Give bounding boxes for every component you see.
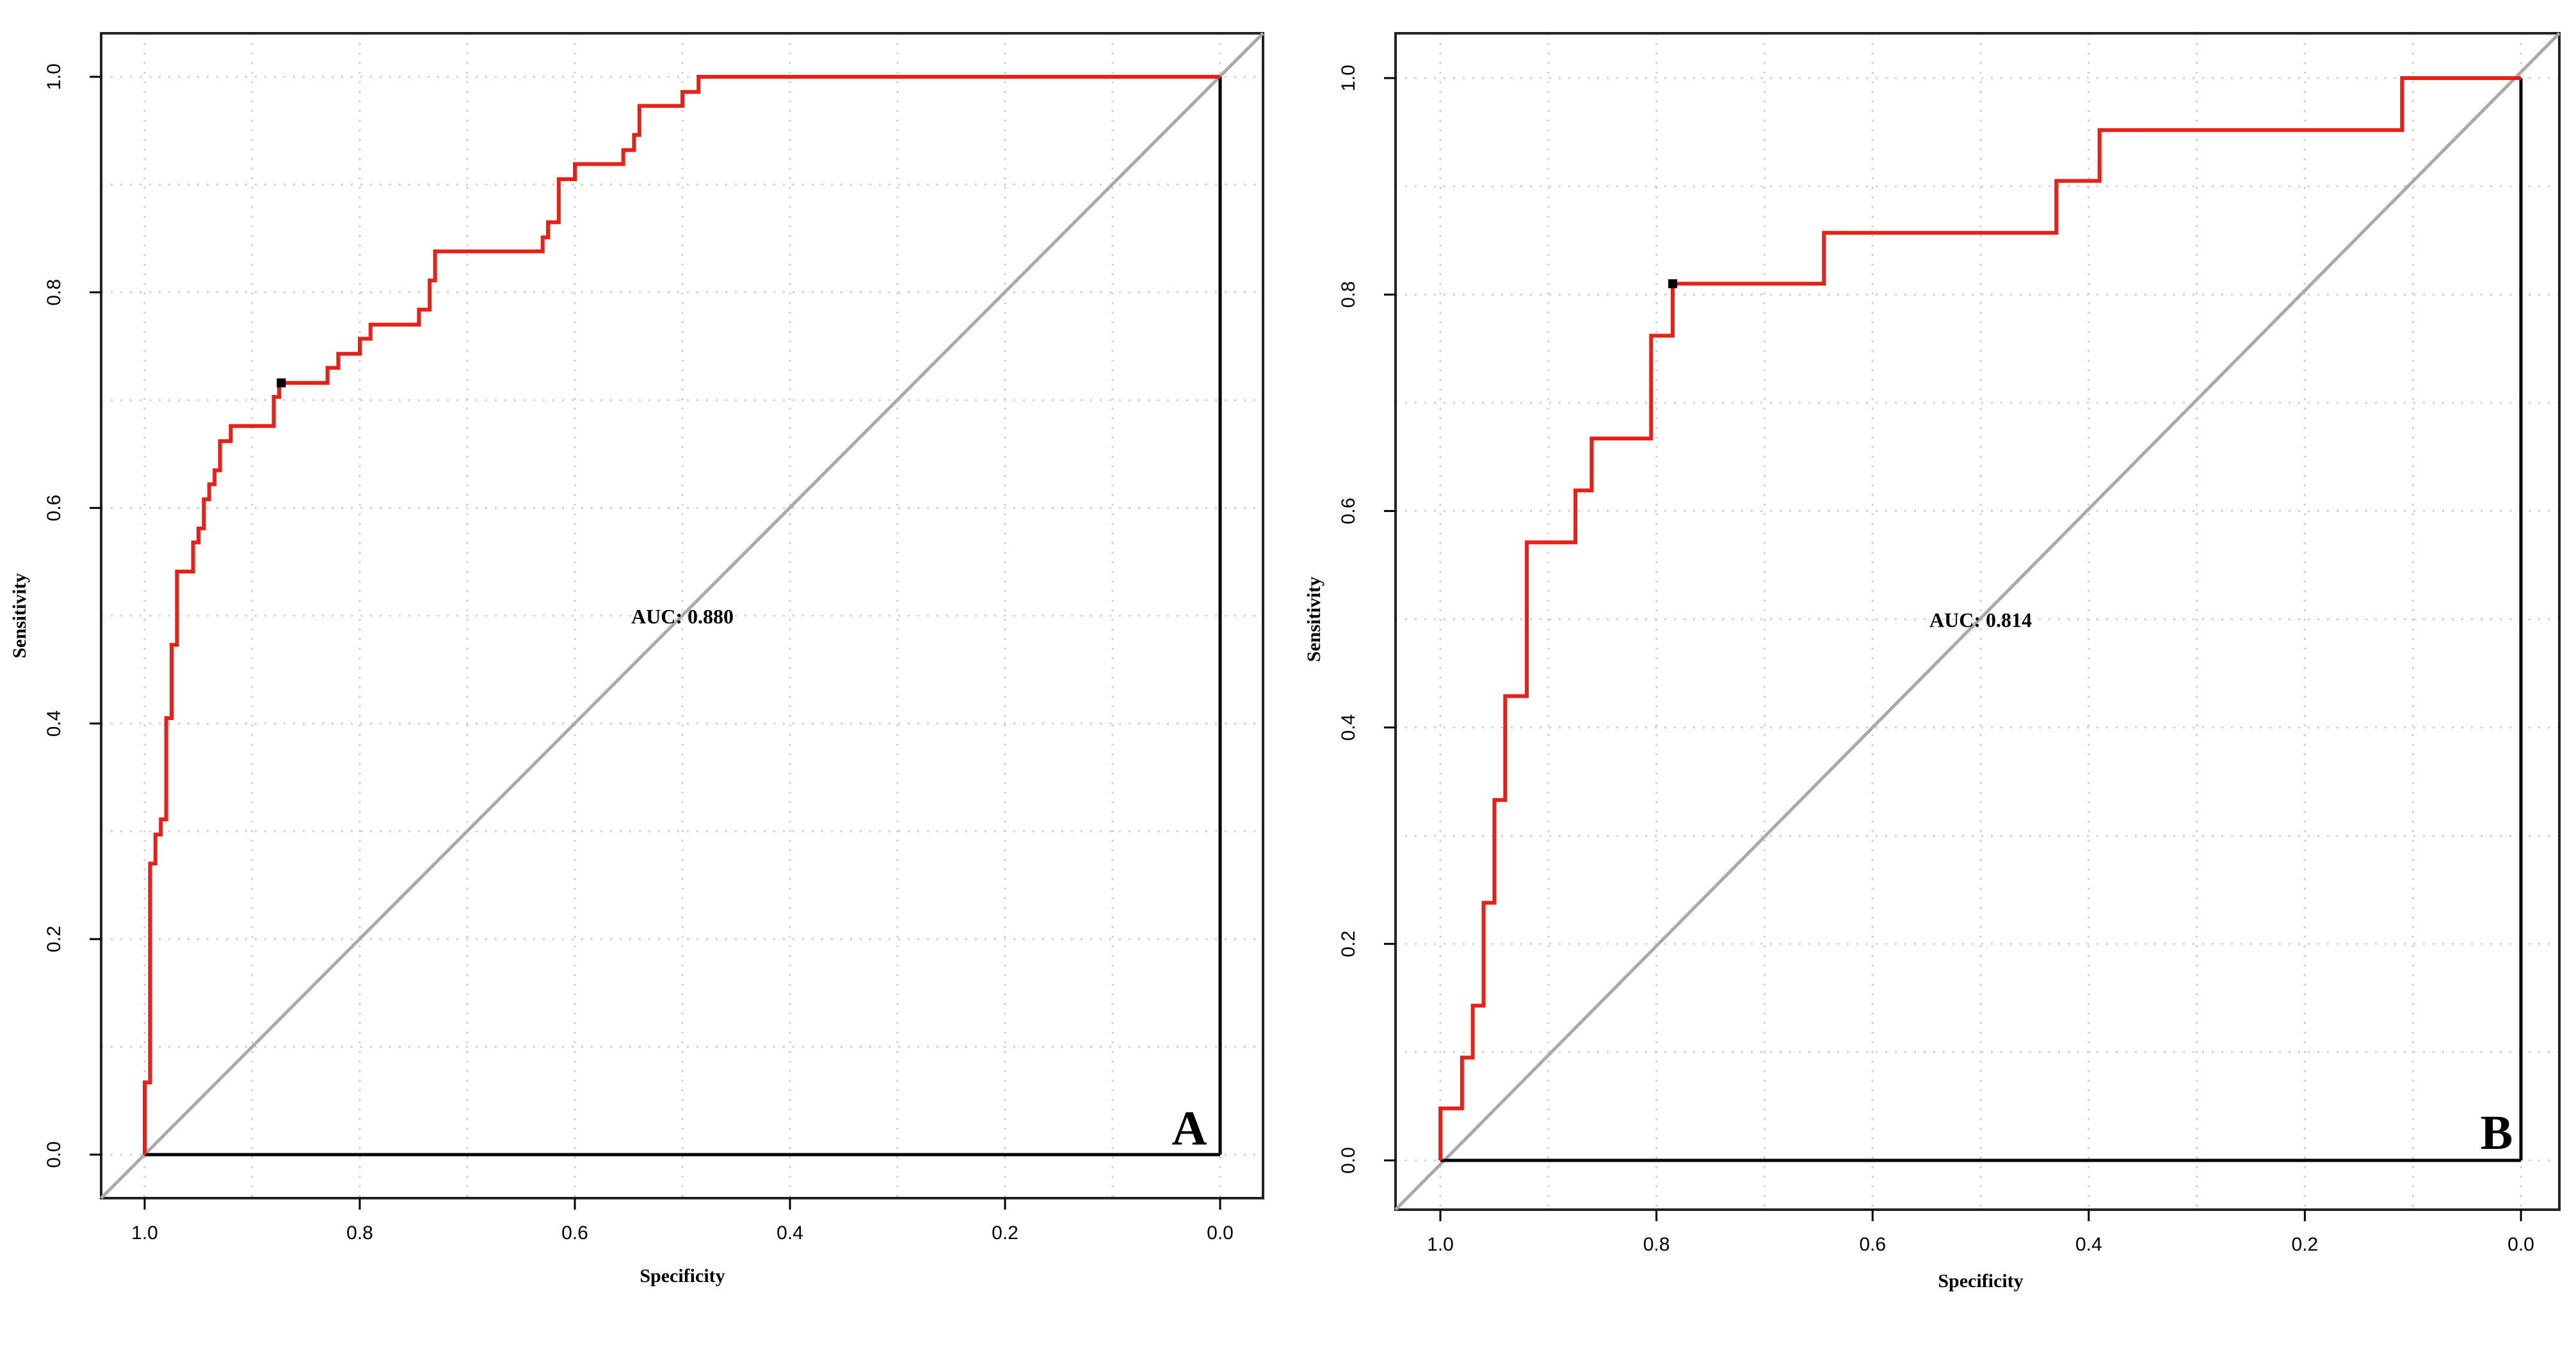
x-axis-title: Specificity: [1938, 1270, 2023, 1292]
x-tick-label: 0.2: [2292, 1234, 2319, 1255]
panel-letter: A: [1172, 1102, 1207, 1155]
x-axis-title: Specificity: [640, 1265, 725, 1286]
x-tick-label: 0.0: [1207, 1222, 1234, 1244]
x-tick-label: 0.6: [561, 1222, 588, 1244]
y-tick-label: 0.4: [44, 710, 65, 737]
optimal-cutoff-point: [277, 378, 286, 388]
y-tick-label: 0.8: [1338, 281, 1359, 308]
diagonal-reference-line: [100, 32, 1264, 1199]
roc-curve-series-0: [1438, 76, 2521, 1160]
plot-frame: [1394, 32, 2561, 1211]
x-tick-label: 0.4: [2075, 1234, 2102, 1255]
roc-panel-b: 1.0 0.8 0.6 0.4 0.2 0.0 0.0 0.2 0.4 0.6 0.8 1.0 AUC:…: [1303, 32, 2561, 1292]
diagonal-reference-line: [1394, 32, 2561, 1211]
y-tick-label: 0.2: [44, 925, 65, 952]
y-tick-label: 0.0: [1338, 1147, 1359, 1174]
x-tick-label: 0.8: [1643, 1234, 1670, 1255]
x-tick-label: 0.6: [1859, 1234, 1886, 1255]
y-tick-label: 0.8: [44, 279, 65, 306]
optimal-cutoff-point: [1668, 279, 1677, 289]
x-tick-label: 0.8: [346, 1222, 373, 1244]
y-tick-label: 0.0: [44, 1141, 65, 1168]
panel-letter: B: [2481, 1106, 2513, 1160]
y-tick-label: 0.2: [1338, 931, 1359, 957]
x-tick-label: 0.2: [992, 1222, 1018, 1244]
x-tick-label: 1.0: [1427, 1234, 1454, 1255]
x-tick-label: 1.0: [131, 1222, 158, 1244]
x-tick-label: 0.4: [777, 1222, 803, 1244]
y-tick-label: 0.6: [44, 495, 65, 522]
y-tick-label: 1.0: [44, 63, 65, 90]
y-tick-label: 0.4: [1338, 714, 1359, 741]
y-axis-title: Sensitivity: [9, 573, 30, 658]
auc-annotation: AUC: 0.814: [1929, 609, 2032, 632]
y-tick-label: 0.6: [1338, 498, 1359, 525]
x-tick-label: 0.0: [2508, 1234, 2534, 1255]
y-tick-label: 1.0: [1338, 65, 1359, 92]
roc-curve-series-0: [143, 75, 1220, 1155]
auc-annotation: AUC: 0.880: [631, 605, 734, 628]
roc-panel-a: 1.0 0.8 0.6 0.4 0.2 0.0 0.0 0.2 0.4 0.6 0.8 1.0 AUC:…: [9, 32, 1264, 1286]
plot-frame: [100, 32, 1264, 1199]
y-axis-title: Sensitivity: [1303, 577, 1324, 662]
